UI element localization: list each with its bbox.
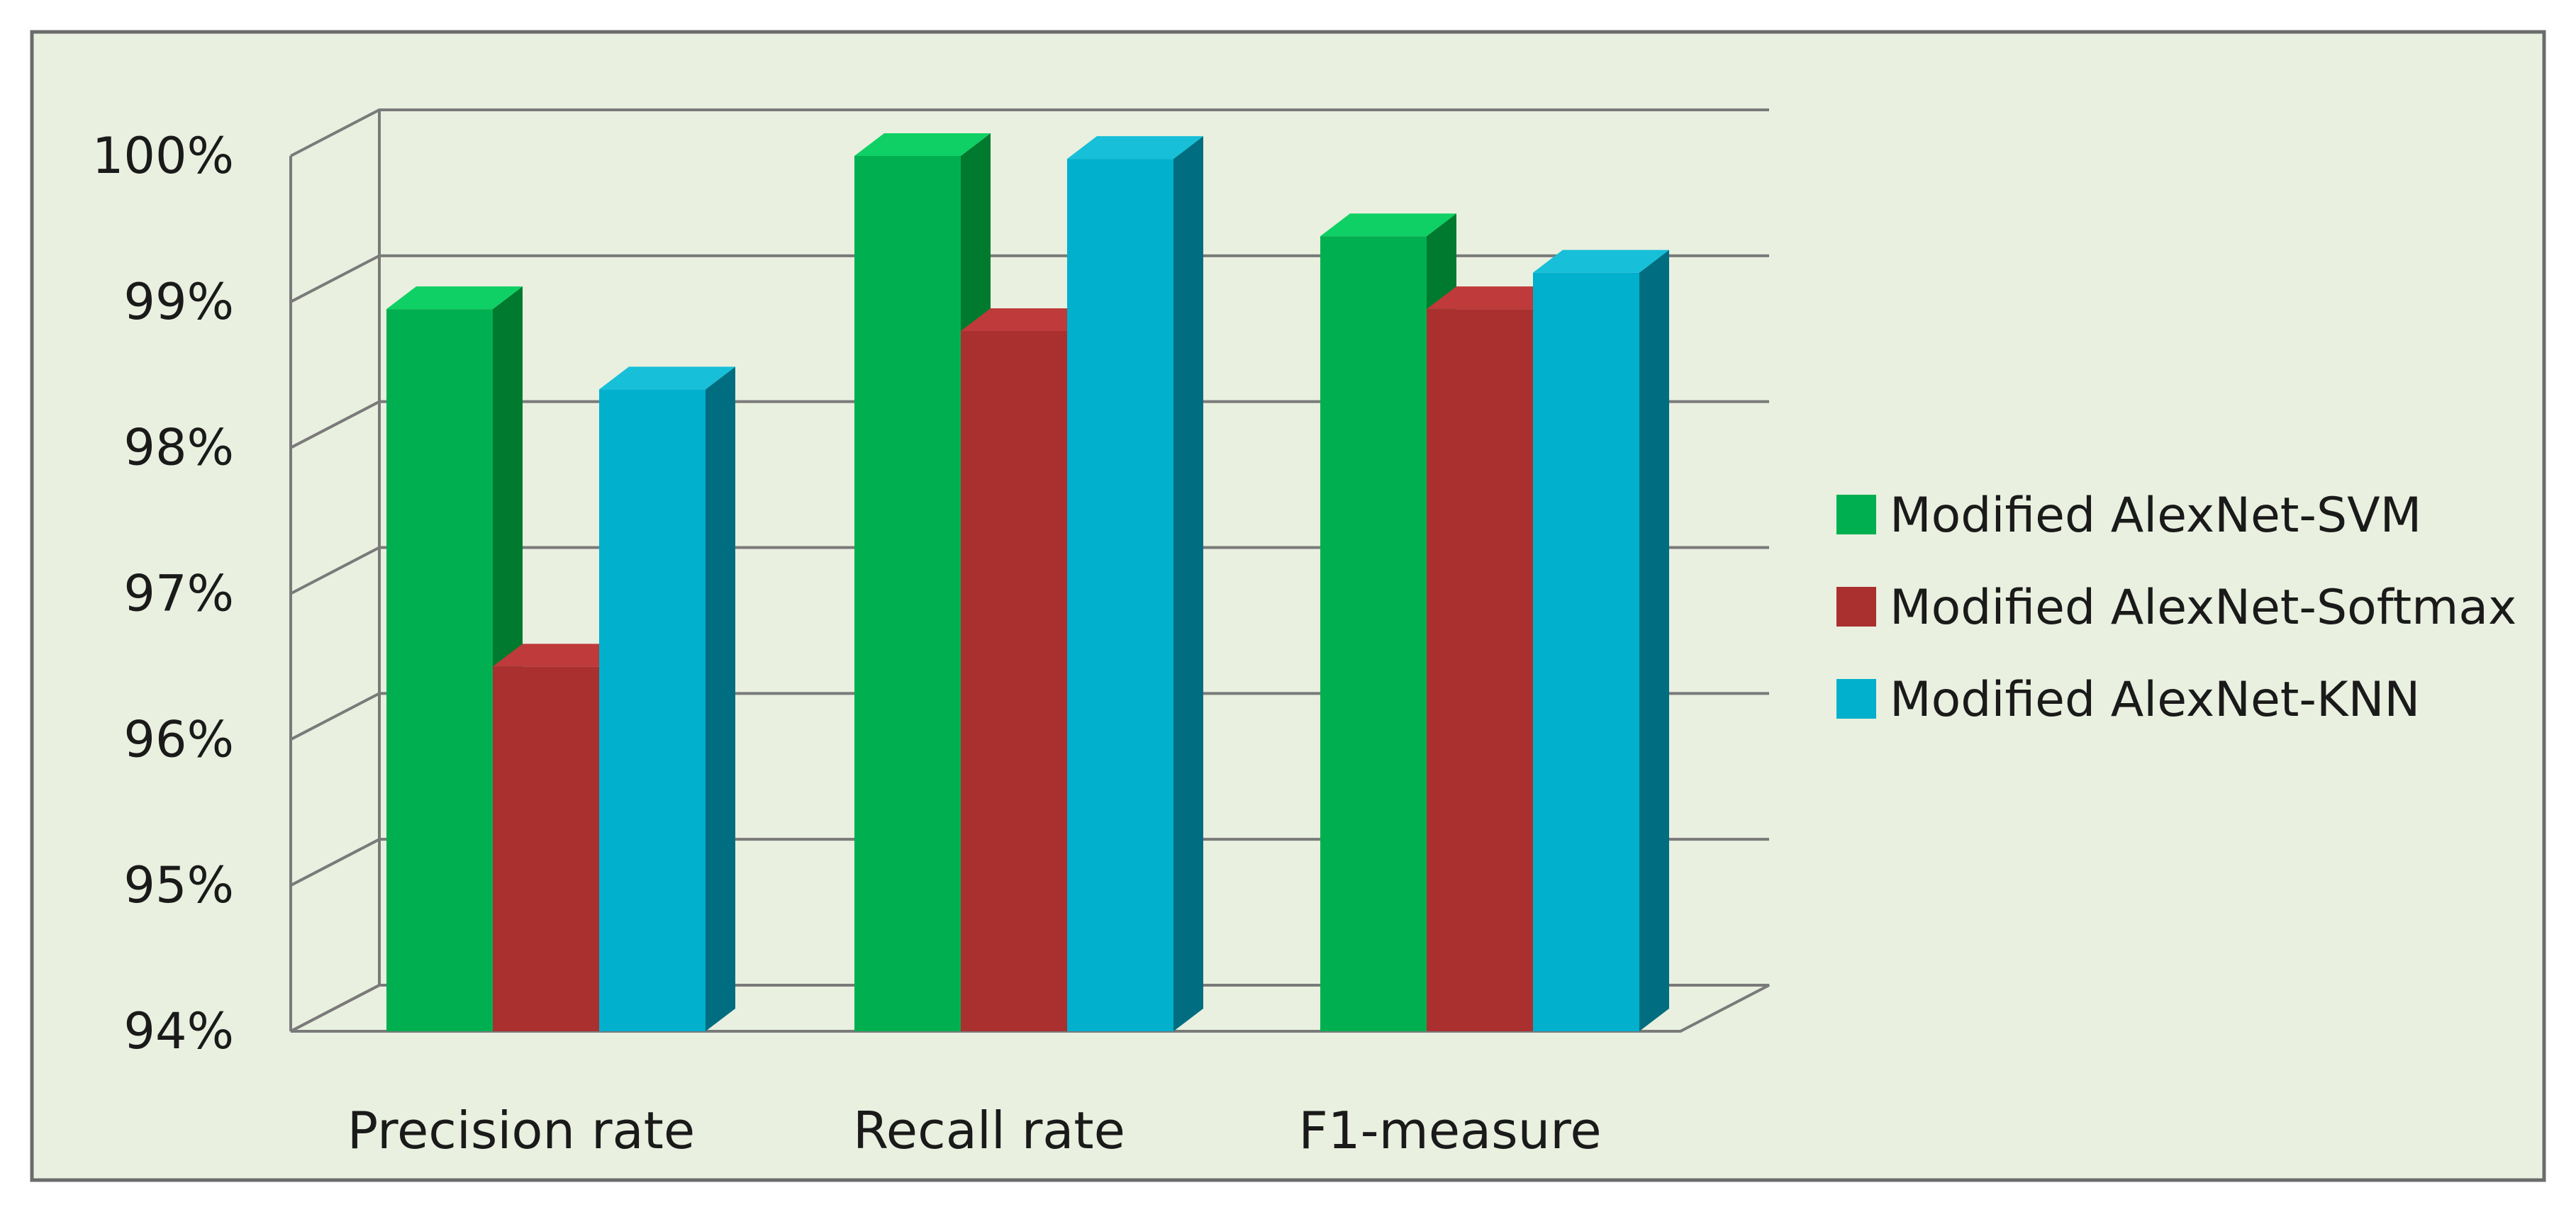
bar-side bbox=[1173, 136, 1203, 1031]
bar bbox=[599, 366, 735, 1031]
gridline bbox=[290, 692, 1769, 741]
bar-front bbox=[1320, 236, 1427, 1031]
y-tick-label: 95% bbox=[123, 856, 234, 914]
bar-front bbox=[493, 666, 599, 1031]
bar-front bbox=[1427, 309, 1533, 1031]
bar bbox=[386, 286, 523, 1031]
bar-top bbox=[493, 644, 629, 667]
legend-label: Modified AlexNet-SVM bbox=[1890, 488, 2421, 544]
bar-front bbox=[386, 309, 493, 1031]
y-tick-label: 97% bbox=[123, 565, 234, 623]
gridline bbox=[290, 108, 1769, 157]
bar-top bbox=[854, 133, 991, 156]
bar-top bbox=[386, 286, 523, 310]
legend-swatch bbox=[1836, 495, 1876, 534]
legend-label: Modified AlexNet-Softmax bbox=[1890, 580, 2516, 636]
bar-top bbox=[961, 308, 1097, 331]
bar-front bbox=[599, 389, 706, 1031]
gridlines bbox=[289, 108, 1770, 1033]
legend-swatch bbox=[1836, 679, 1876, 719]
legend-label: Modified AlexNet-KNN bbox=[1890, 672, 2420, 728]
x-category-label: Recall rate bbox=[853, 1101, 1125, 1160]
y-axis-ticks: 94% 95% 96% 97% 98% 99% 100% bbox=[92, 127, 234, 1060]
bar-top bbox=[599, 366, 735, 390]
bar-top bbox=[1067, 136, 1203, 159]
y-tick-label: 100% bbox=[92, 127, 234, 185]
legend-swatch bbox=[1836, 587, 1876, 627]
bar-front bbox=[961, 331, 1067, 1031]
gridline bbox=[290, 546, 1769, 595]
bar bbox=[1533, 249, 1669, 1032]
bar-top bbox=[1320, 213, 1456, 237]
bar-top bbox=[1533, 249, 1669, 273]
bar-top bbox=[1427, 286, 1563, 310]
x-category-label: Precision rate bbox=[347, 1101, 695, 1160]
x-category-label: F1-measure bbox=[1298, 1101, 1601, 1160]
gridline bbox=[290, 838, 1769, 887]
gridline bbox=[290, 254, 1769, 303]
bar-front bbox=[1067, 159, 1173, 1031]
y-tick-label: 98% bbox=[123, 419, 234, 477]
legend: Modified AlexNet-SVM Modified AlexNet-Sof… bbox=[1836, 488, 2516, 728]
y-tick-label: 96% bbox=[123, 710, 234, 768]
bar-front bbox=[854, 156, 961, 1031]
bar-side bbox=[706, 366, 735, 1031]
gridline bbox=[290, 400, 1769, 449]
y-tick-label: 94% bbox=[123, 1002, 234, 1060]
y-tick-label: 99% bbox=[123, 273, 234, 331]
bar bbox=[1067, 136, 1203, 1031]
bars bbox=[386, 133, 1669, 1032]
bar-side bbox=[1639, 249, 1669, 1032]
floor-plane bbox=[290, 984, 1770, 1033]
bar-front bbox=[1533, 272, 1639, 1032]
x-axis-categories: Precision rate Recall rate F1-measure bbox=[347, 1101, 1602, 1160]
